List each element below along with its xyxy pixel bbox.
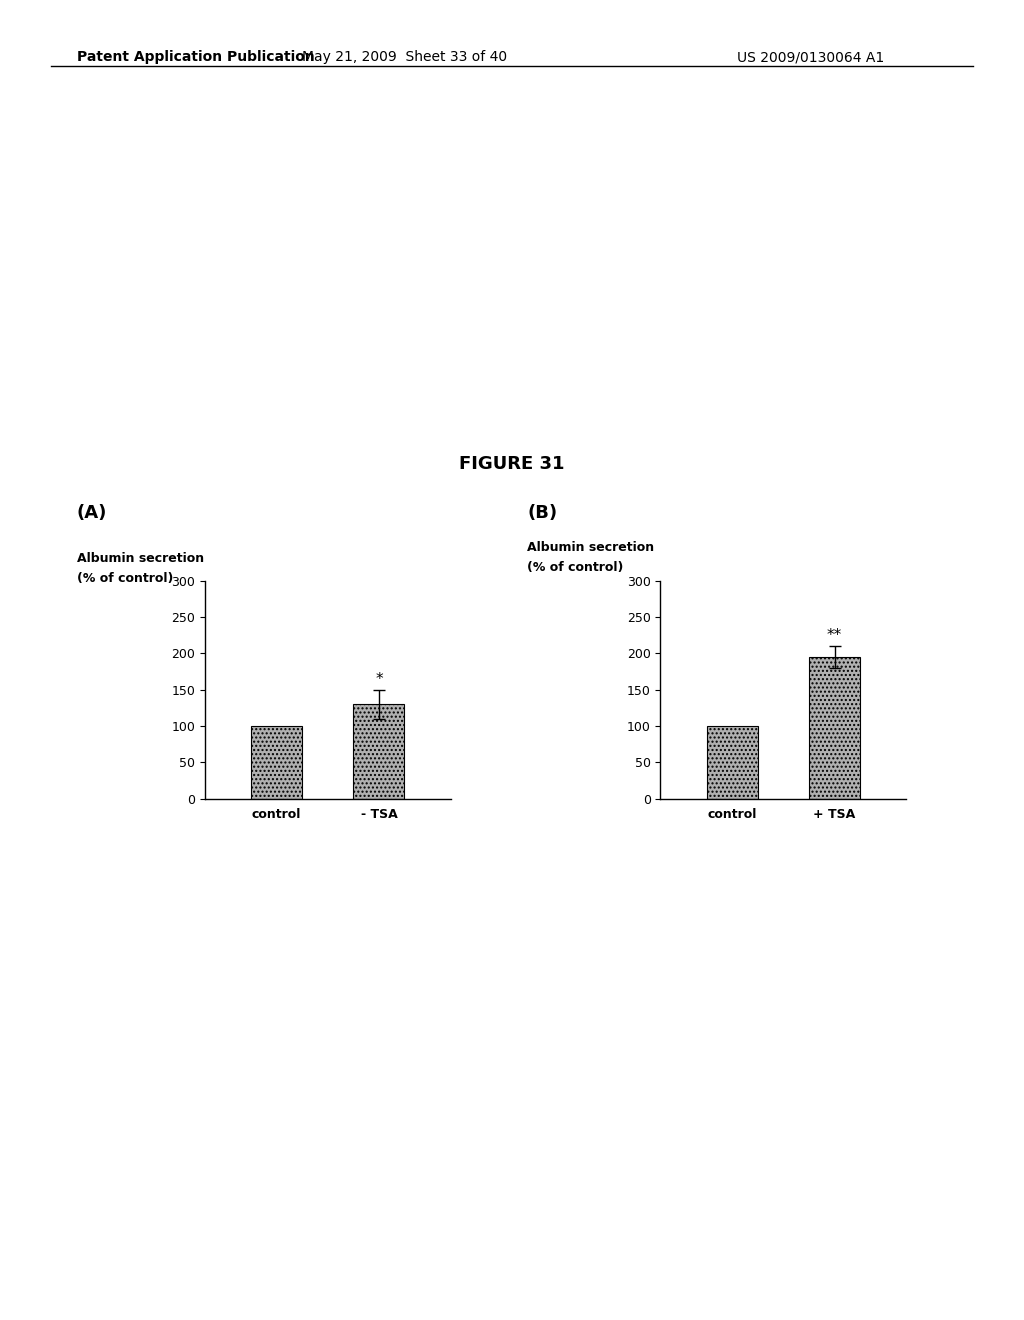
Text: (% of control): (% of control) [527, 561, 624, 574]
Bar [809, 657, 860, 799]
Text: Albumin secretion: Albumin secretion [527, 541, 654, 554]
Bar [707, 726, 758, 799]
Text: **: ** [827, 628, 842, 643]
Text: (% of control): (% of control) [77, 572, 173, 585]
Text: *: * [375, 672, 383, 686]
Text: US 2009/0130064 A1: US 2009/0130064 A1 [737, 50, 885, 65]
Text: (B): (B) [527, 504, 557, 523]
Text: FIGURE 31: FIGURE 31 [459, 455, 565, 474]
Bar [251, 726, 302, 799]
Text: Albumin secretion: Albumin secretion [77, 552, 204, 565]
Text: May 21, 2009  Sheet 33 of 40: May 21, 2009 Sheet 33 of 40 [302, 50, 507, 65]
Text: (A): (A) [77, 504, 108, 523]
Bar [353, 705, 404, 799]
Text: Patent Application Publication: Patent Application Publication [77, 50, 314, 65]
